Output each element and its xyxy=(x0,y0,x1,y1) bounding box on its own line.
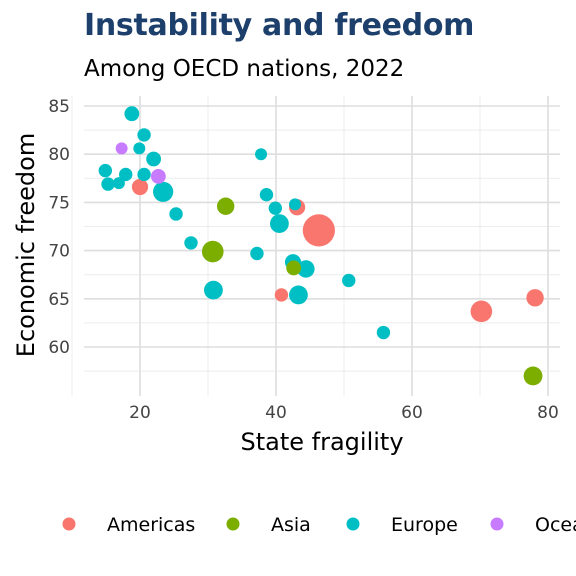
legend-label-oceania: Oceania xyxy=(535,514,576,536)
data-point-europe xyxy=(133,142,146,155)
y-tick-label: 65 xyxy=(48,290,70,310)
legend-key-oceania xyxy=(490,517,504,531)
x-axis-title: State fragility xyxy=(240,428,403,456)
data-point-europe xyxy=(270,214,289,234)
data-point-americas xyxy=(131,178,149,196)
data-point-europe xyxy=(124,106,140,122)
data-point-europe xyxy=(376,325,391,340)
data-point-europe xyxy=(204,280,223,300)
data-point-europe xyxy=(137,128,151,142)
data-point-asia xyxy=(201,240,224,263)
data-point-americas xyxy=(274,288,289,302)
data-point-europe xyxy=(268,201,283,215)
x-tick-label: 40 xyxy=(265,403,287,423)
data-point-europe xyxy=(119,167,133,182)
data-point-asia xyxy=(523,366,543,386)
y-tick-label: 85 xyxy=(48,97,70,117)
y-tick-label: 80 xyxy=(48,145,70,165)
legend-label-asia: Asia xyxy=(271,514,311,536)
data-point-europe xyxy=(342,273,356,288)
data-point-americas xyxy=(470,300,493,323)
data-point-europe xyxy=(169,207,183,221)
data-point-europe xyxy=(255,148,268,161)
data-point-europe xyxy=(112,177,125,190)
data-point-asia xyxy=(286,260,302,276)
legend-label-europe: Europe xyxy=(391,514,458,536)
legend-key-asia xyxy=(226,517,240,531)
data-point-europe xyxy=(289,198,302,211)
legend-label-americas: Americas xyxy=(107,514,195,536)
data-point-oceania xyxy=(115,142,128,155)
data-point-asia xyxy=(216,197,235,215)
data-point-europe xyxy=(297,260,315,278)
data-point-europe xyxy=(137,167,151,182)
data-point-europe xyxy=(289,285,308,305)
chart-title: Instability and freedom xyxy=(84,8,475,43)
legend: Americas Asia Europe Oceania xyxy=(62,514,576,536)
y-tick-label: 75 xyxy=(48,193,70,213)
data-point-americas xyxy=(302,214,335,247)
y-axis-title: Economic freedom xyxy=(12,133,40,357)
y-tick-label: 60 xyxy=(48,338,70,358)
x-tick-label: 60 xyxy=(401,403,423,423)
data-point-americas xyxy=(526,289,544,307)
data-point-europe xyxy=(98,163,113,178)
x-tick-label: 80 xyxy=(537,403,559,423)
data-point-europe xyxy=(259,187,274,202)
data-points xyxy=(98,106,544,386)
y-tick-label: 70 xyxy=(48,242,70,262)
data-point-oceania xyxy=(150,168,166,184)
legend-key-europe xyxy=(346,517,360,531)
x-tick-label: 20 xyxy=(129,403,151,423)
data-point-europe xyxy=(153,181,174,202)
data-point-europe xyxy=(101,177,115,191)
data-point-europe xyxy=(250,246,264,261)
x-tick-labels: 20 40 60 80 xyxy=(129,403,559,423)
legend-key-americas xyxy=(62,517,76,531)
data-point-europe xyxy=(184,236,198,250)
data-point-europe xyxy=(146,151,162,167)
chart-subtitle: Among OECD nations, 2022 xyxy=(84,56,405,82)
y-tick-labels: 60 65 70 75 80 85 xyxy=(48,97,70,358)
